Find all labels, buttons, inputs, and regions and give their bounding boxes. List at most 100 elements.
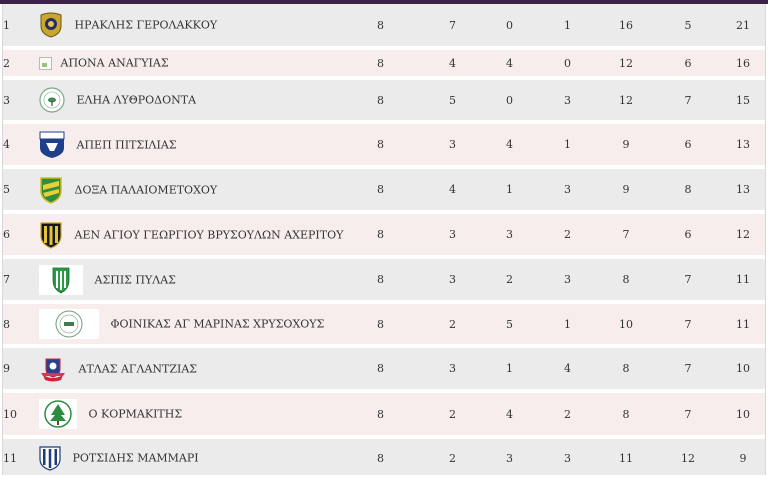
standings-table: 1 ΗΡΑΚΛΗΣ ΓΕΡΟΛΑΚΚΟΥ 8 7 0 1 16 5 21 2 Α… <box>3 4 765 475</box>
team-cell[interactable]: ΑΕΝ ΑΓΙΟΥ ΓΕΩΡΓΙΟΥ ΒΡΥΣΟΥΛΩΝ ΑΧΕΡΙΤΟΥ <box>39 214 343 259</box>
goals-for-cell: 8 <box>597 348 655 393</box>
foinikas-seal-icon <box>39 309 99 339</box>
table-row[interactable]: 9 ΑΤΛΑΣ ΑΓΛΑΝΤΖΙΑΣ 8 3 1 4 8 7 10 <box>3 348 765 393</box>
points-cell: 12 <box>721 214 765 259</box>
table-row[interactable]: 2 ΑΠΟΝΑ ΑΝΑΓΥΙΑΣ 8 4 4 0 12 6 16 <box>3 50 765 80</box>
played-cell: 8 <box>337 348 424 393</box>
goals-against-cell: 12 <box>655 439 721 475</box>
goals-against-cell: 5 <box>655 4 721 50</box>
played-cell: 8 <box>337 214 424 259</box>
points-cell: 11 <box>721 259 765 304</box>
goals-against-cell: 6 <box>655 50 721 80</box>
goals-against-cell: 6 <box>655 124 721 169</box>
points-cell: 11 <box>721 304 765 348</box>
team-cell[interactable]: ΑΣΠΙΣ ΠΥΛΑΣ <box>39 259 337 304</box>
points-cell: 15 <box>721 80 765 124</box>
team-name: ΔΟΞΑ ΠΑΛΑΙΟΜΕΤΟΧΟΥ <box>74 183 218 196</box>
position-cell: 7 <box>3 259 39 304</box>
losses-cell: 4 <box>538 348 597 393</box>
played-cell: 8 <box>337 169 424 214</box>
team-cell[interactable]: ΗΡΑΚΛΗΣ ΓΕΡΟΛΑΚΚΟΥ <box>39 4 337 50</box>
played-cell: 8 <box>337 439 424 475</box>
played-cell: 8 <box>337 80 424 124</box>
wins-cell: 3 <box>424 348 481 393</box>
goals-against-cell: 7 <box>655 304 721 348</box>
team-name: ΑΠΕΠ ΠΙΤΣΙΛΙΑΣ <box>76 138 177 151</box>
goals-against-cell: 8 <box>655 169 721 214</box>
wins-cell: 4 <box>424 50 481 80</box>
table-row[interactable]: 1 ΗΡΑΚΛΗΣ ΓΕΡΟΛΑΚΚΟΥ 8 7 0 1 16 5 21 <box>3 4 765 50</box>
wins-cell: 2 <box>424 393 481 439</box>
table-row[interactable]: 8 ΦΟΙΝΙΚΑΣ ΑΓ ΜΑΡΙΝΑΣ ΧΡΥΣΟΧΟΥΣ 8 2 5 1 … <box>3 304 765 348</box>
team-cell[interactable]: Ο ΚΟΡΜΑΚΙΤΗΣ <box>39 393 337 439</box>
top-accent-bar <box>0 0 768 4</box>
rotsidis-shield-icon <box>39 446 61 471</box>
position-cell: 6 <box>3 214 39 259</box>
points-cell: 13 <box>721 124 765 169</box>
played-cell: 8 <box>337 393 424 439</box>
wins-cell: 2 <box>424 439 481 475</box>
goals-against-cell: 7 <box>655 259 721 304</box>
losses-cell: 3 <box>538 80 597 124</box>
points-cell: 16 <box>721 50 765 80</box>
team-cell[interactable]: ΔΟΞΑ ΠΑΛΑΙΟΜΕΤΟΧΟΥ <box>39 169 337 214</box>
draws-cell: 2 <box>481 259 538 304</box>
played-cell: 8 <box>337 259 424 304</box>
points-cell: 10 <box>721 348 765 393</box>
table-row[interactable]: 4 ΑΠΕΠ ΠΙΤΣΙΛΙΑΣ 8 3 4 1 9 6 13 <box>3 124 765 169</box>
wins-cell: 2 <box>424 304 481 348</box>
draws-cell: 3 <box>481 214 538 259</box>
played-cell: 8 <box>337 50 424 80</box>
wins-cell: 3 <box>424 124 481 169</box>
position-cell: 9 <box>3 348 39 393</box>
table-row[interactable]: 3 ΕΛΗΑ ΛΥΘΡΟΔΟΝΤΑ 8 5 0 3 12 7 15 <box>3 80 765 124</box>
draws-cell: 4 <box>481 393 538 439</box>
team-name: Ο ΚΟΡΜΑΚΙΤΗΣ <box>88 407 183 421</box>
goals-against-cell: 6 <box>655 214 721 259</box>
position-cell: 5 <box>3 169 39 214</box>
table-row[interactable]: 5 ΔΟΞΑ ΠΑΛΑΙΟΜΕΤΟΧΟΥ 8 4 1 3 9 8 13 <box>3 169 765 214</box>
team-cell[interactable]: ΦΟΙΝΙΚΑΣ ΑΓ ΜΑΡΙΝΑΣ ΧΡΥΣΟΧΟΥΣ <box>39 304 337 348</box>
draws-cell: 1 <box>481 348 538 393</box>
herakles-crest-icon <box>40 12 62 38</box>
wins-cell: 5 <box>424 80 481 124</box>
apep-shield-icon <box>39 131 65 158</box>
position-cell: 3 <box>3 80 39 124</box>
position-cell: 4 <box>3 124 39 169</box>
team-name: ΑΤΛΑΣ ΑΓΛΑΝΤΖΙΑΣ <box>78 362 198 375</box>
wins-cell: 3 <box>424 214 481 259</box>
draws-cell: 0 <box>481 4 538 50</box>
points-cell: 9 <box>721 439 765 475</box>
losses-cell: 1 <box>538 124 597 169</box>
table-row[interactable]: 7 ΑΣΠΙΣ ΠΥΛΑΣ 8 3 2 3 8 7 11 <box>3 259 765 304</box>
team-cell[interactable]: ΑΠΟΝΑ ΑΝΑΓΥΙΑΣ <box>39 50 337 80</box>
broken-image-icon <box>39 56 52 70</box>
table-row[interactable]: 10 Ο ΚΟΡΜΑΚΙΤΗΣ 8 2 4 2 8 7 10 <box>3 393 765 439</box>
goals-for-cell: 12 <box>597 80 655 124</box>
draws-cell: 0 <box>481 80 538 124</box>
losses-cell: 3 <box>538 169 597 214</box>
kormakitis-tree-icon <box>39 399 77 429</box>
goals-for-cell: 12 <box>597 50 655 80</box>
table-row[interactable]: 11 ΡΟΤΣΙΔΗΣ ΜΑΜΜΑΡΙ 8 2 3 3 11 12 9 <box>3 439 765 475</box>
played-cell: 8 <box>337 4 424 50</box>
team-cell[interactable]: ΕΛΗΑ ΛΥΘΡΟΔΟΝΤΑ <box>39 80 337 124</box>
draws-cell: 4 <box>481 124 538 169</box>
team-name: ΡΟΤΣΙΔΗΣ ΜΑΜΜΑΡΙ <box>72 451 199 465</box>
aen-shield-icon <box>40 221 62 249</box>
aspis-shield-icon <box>39 264 83 295</box>
team-cell[interactable]: ΑΤΛΑΣ ΑΓΛΑΝΤΖΙΑΣ <box>39 348 337 393</box>
team-name: ΑΠΟΝΑ ΑΝΑΓΥΙΑΣ <box>60 56 169 70</box>
team-cell[interactable]: ΑΠΕΠ ΠΙΤΣΙΛΙΑΣ <box>39 124 337 169</box>
played-cell: 8 <box>337 304 424 348</box>
standings-frame: 1 ΗΡΑΚΛΗΣ ΓΕΡΟΛΑΚΚΟΥ 8 7 0 1 16 5 21 2 Α… <box>2 4 766 475</box>
team-cell[interactable]: ΡΟΤΣΙΔΗΣ ΜΑΜΜΑΡΙ <box>39 439 337 475</box>
position-cell: 8 <box>3 304 39 348</box>
table-row[interactable]: 6 ΑΕΝ ΑΓΙΟΥ ΓΕΩΡΓΙΟΥ ΒΡΥΣΟΥΛΩΝ ΑΧΕΡΙΤΟΥ … <box>3 214 765 259</box>
points-cell: 21 <box>721 4 765 50</box>
goals-against-cell: 7 <box>655 393 721 439</box>
atlas-crest-icon <box>41 358 65 381</box>
losses-cell: 1 <box>538 4 597 50</box>
losses-cell: 3 <box>538 259 597 304</box>
position-cell: 1 <box>3 4 39 50</box>
